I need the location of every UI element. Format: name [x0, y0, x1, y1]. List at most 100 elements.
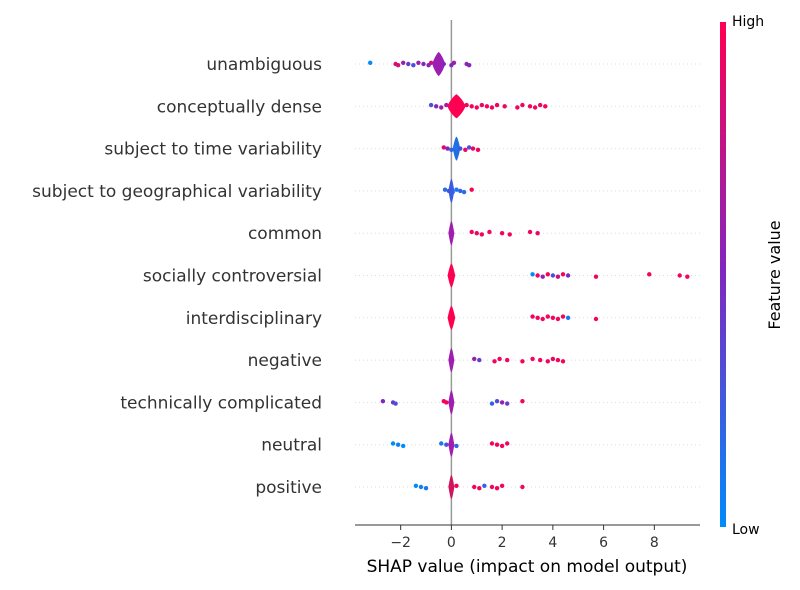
shap-point: [520, 484, 525, 490]
shap-point: [487, 229, 492, 235]
shap-point: [469, 187, 474, 192]
shap-point: [449, 147, 454, 152]
shap-point: [454, 187, 459, 192]
shap-point: [472, 356, 477, 362]
shap-point: [550, 273, 556, 278]
shap-point: [535, 273, 540, 278]
shap-point: [444, 400, 449, 405]
shap-point: [555, 357, 561, 363]
shap-point: [428, 102, 434, 108]
shap-point: [482, 483, 487, 488]
feature-label: negative: [248, 351, 322, 371]
shap-point: [441, 61, 446, 67]
feature-rows: unambiguous conceptually dense subject to …: [32, 55, 700, 498]
shap-point: [489, 401, 495, 406]
shap-point: [545, 359, 550, 364]
shap-point: [537, 102, 543, 108]
shap-point: [507, 232, 512, 237]
shap-point: [502, 104, 507, 109]
shap-point: [450, 189, 455, 195]
shap-point: [393, 401, 398, 406]
shap-point: [416, 60, 421, 65]
shap-point: [560, 272, 566, 277]
shap-point: [555, 274, 561, 279]
shap-point: [532, 105, 538, 110]
shap-point: [454, 443, 459, 449]
shap-point: [418, 484, 424, 490]
shap-point: [505, 357, 510, 363]
shap-point: [494, 486, 500, 491]
colorbar-gradient: [720, 22, 726, 527]
shap-point: [395, 442, 401, 447]
shap-point: [560, 314, 566, 319]
shap-point: [477, 486, 482, 491]
shap-point: [647, 272, 652, 277]
shap-point: [395, 62, 401, 68]
shap-point: [520, 102, 525, 108]
shap-point: [497, 356, 502, 362]
x-tick-label: 0: [447, 535, 456, 551]
shap-point: [560, 359, 566, 364]
shap-point: [537, 357, 543, 363]
colorbar-title: Feature value: [765, 220, 784, 329]
shap-point: [466, 62, 472, 68]
shap-point: [400, 60, 406, 65]
shap-point: [423, 486, 429, 491]
shap-point: [454, 104, 459, 109]
feature-label: conceptually dense: [157, 97, 322, 117]
shap-point: [451, 60, 457, 65]
shap-point: [593, 274, 599, 279]
shap-point: [459, 105, 464, 110]
colorbar-high-label: High: [732, 14, 764, 30]
shap-point: [489, 484, 495, 490]
shap-point: [380, 399, 386, 404]
violin-body: [447, 305, 456, 330]
shap-point: [527, 229, 533, 235]
shap-point: [442, 187, 448, 192]
shap-point: [593, 316, 599, 322]
shap-point: [550, 315, 556, 320]
shap-point: [499, 443, 505, 449]
shap-point: [474, 231, 479, 236]
shap-point: [530, 272, 535, 277]
shap-point: [400, 443, 406, 449]
shap-point: [474, 105, 479, 110]
shap-point: [489, 105, 495, 110]
shap-point: [505, 441, 510, 446]
shap-point: [545, 314, 550, 319]
shap-point: [439, 441, 444, 446]
shap-point: [494, 442, 500, 447]
shap-point: [472, 484, 477, 490]
shap-point: [453, 145, 458, 150]
shap-point: [413, 483, 419, 488]
data-marks: [368, 52, 690, 499]
shap-point: [406, 61, 411, 67]
shap-point: [477, 357, 482, 363]
shap-point: [520, 399, 525, 404]
x-tick-label: −2: [390, 535, 411, 551]
feature-label: neutral: [261, 436, 322, 456]
shap-point: [475, 147, 481, 152]
shap-point: [543, 104, 548, 109]
shap-point: [540, 316, 545, 322]
shap-point: [555, 316, 561, 322]
shap-point: [530, 314, 535, 319]
shap-point: [499, 400, 505, 405]
violin-body: [432, 52, 446, 76]
colorbar: High Low Feature value: [720, 14, 784, 538]
shap-point: [428, 60, 434, 65]
violin-body: [447, 263, 456, 288]
shap-point: [535, 231, 540, 236]
feature-label: subject to time variability: [104, 140, 322, 160]
shap-point: [535, 315, 540, 320]
shap-point: [550, 356, 556, 362]
shap-point: [530, 356, 535, 362]
x-tick-label: 2: [498, 535, 507, 551]
feature-label: unambiguous: [206, 55, 322, 75]
shap-point: [494, 102, 500, 108]
feature-label: socially controversial: [143, 267, 322, 287]
x-tick-label: 6: [599, 535, 608, 551]
shap-point: [368, 60, 373, 65]
